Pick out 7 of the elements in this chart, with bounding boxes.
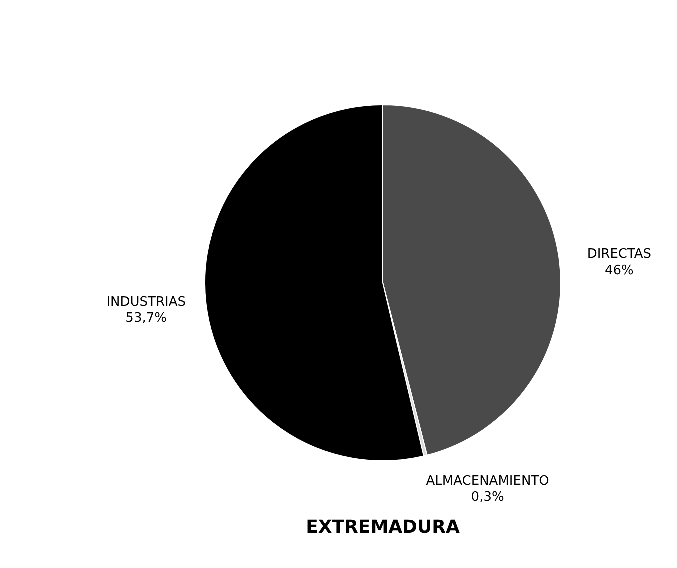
slice-label: DIRECTAS [587,247,652,262]
data-label: 0,3% [471,490,504,506]
data-label: 46% [604,263,634,278]
text: EXTREMADURA [306,517,460,538]
slice-label: ALMACENAMIENTO [426,474,550,489]
data-label: 53,7% [126,311,167,326]
slice-label: INDUSTRIAS [106,294,186,310]
